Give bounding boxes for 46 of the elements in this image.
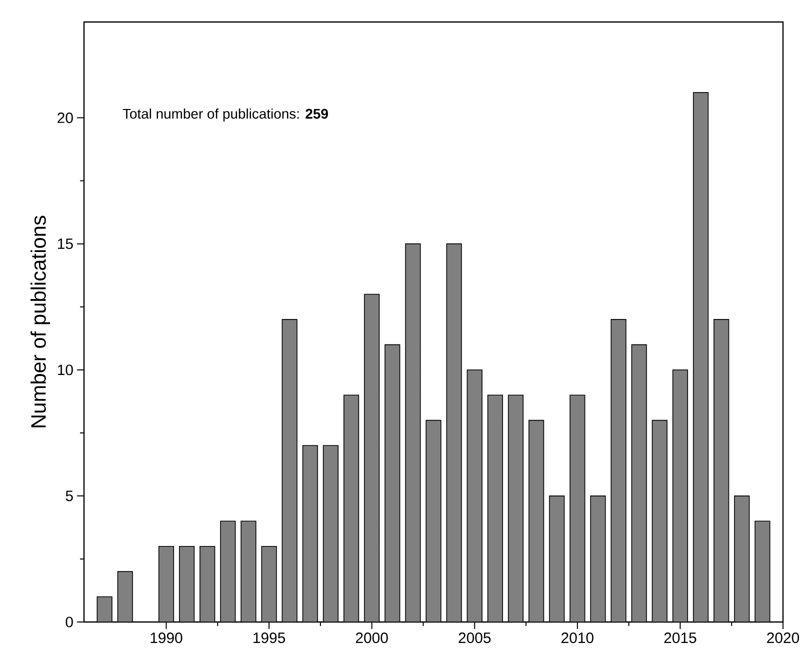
bar	[508, 394, 524, 622]
bar	[610, 319, 626, 622]
bar	[261, 546, 277, 622]
bar	[652, 420, 668, 622]
bar	[734, 496, 750, 622]
bar	[220, 520, 236, 622]
bar	[692, 92, 709, 622]
bar	[754, 520, 770, 622]
x-tick-label: 1995	[254, 632, 286, 644]
y-tick-label: 0	[66, 616, 73, 628]
bar	[405, 243, 421, 622]
x-tick-label: 1990	[150, 632, 182, 644]
bar	[590, 496, 606, 622]
bar	[384, 344, 400, 622]
bar	[117, 571, 133, 622]
annotation: Total number of publications: 259	[122, 108, 328, 122]
bar	[714, 319, 730, 622]
bar	[528, 420, 544, 622]
y-axis-title: Number of publications	[30, 216, 50, 428]
bar	[466, 369, 482, 622]
y-tick-label: 20	[58, 112, 73, 124]
bar	[426, 420, 442, 622]
bar	[446, 243, 462, 622]
bar	[364, 294, 380, 622]
bar	[672, 369, 688, 622]
bar	[282, 319, 298, 622]
bar	[96, 596, 112, 622]
bar	[158, 546, 174, 622]
bar	[631, 344, 647, 622]
y-tick-label: 5	[66, 490, 73, 502]
bar	[487, 394, 503, 622]
bar	[240, 520, 256, 622]
bar	[570, 394, 586, 622]
bar	[322, 445, 339, 622]
bar	[200, 546, 216, 622]
x-tick-label: 2020	[767, 632, 800, 644]
y-tick-label: 10	[58, 364, 73, 376]
bar	[343, 394, 360, 622]
y-tick-label: 15	[58, 238, 73, 250]
x-tick-label: 2015	[664, 632, 696, 644]
bar	[302, 445, 318, 622]
x-tick-label: 2005	[458, 632, 491, 644]
x-tick-label: 2000	[356, 632, 388, 644]
x-tick-label: 2010	[562, 632, 594, 644]
bar	[549, 496, 565, 622]
bar	[179, 546, 195, 622]
